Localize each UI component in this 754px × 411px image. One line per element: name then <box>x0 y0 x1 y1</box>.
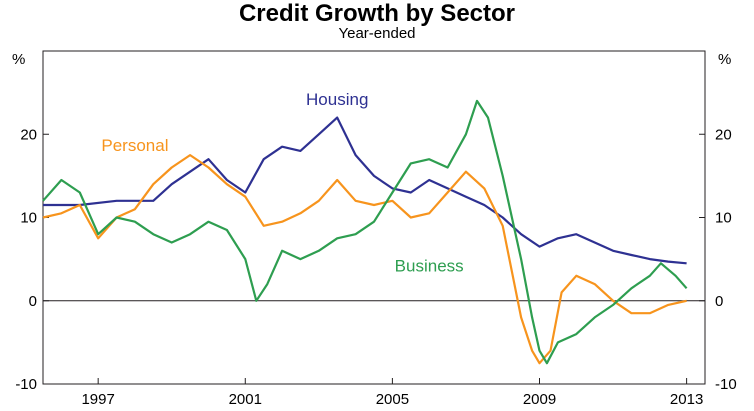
series-line-business <box>42 99 688 365</box>
y-tick-label-left: -10 <box>15 376 37 393</box>
y-tick-label-left: 0 <box>29 293 37 310</box>
y-tick-label-left: 20 <box>20 126 37 143</box>
y-tick-label-left: 10 <box>20 210 37 227</box>
series-lines <box>42 99 688 365</box>
y-tick-label-right: 10 <box>715 210 732 227</box>
series-line-housing <box>43 116 687 265</box>
series-label-housing: Housing <box>306 90 368 109</box>
x-tick-label: 2013 <box>670 391 703 408</box>
x-tick-label: 2001 <box>229 391 262 408</box>
series-line-personal <box>42 154 687 365</box>
series-label-personal: Personal <box>101 136 168 155</box>
x-tick-label: 2009 <box>523 391 556 408</box>
axis-ticks: -10 -10 0 0 10 10 20 20 1997 2001 2005 2009 2013 <box>15 126 736 408</box>
left-unit-label: % <box>12 51 25 68</box>
y-tick-label-right: 20 <box>715 126 732 143</box>
x-tick-label: 2005 <box>376 391 409 408</box>
y-tick-label-right: -10 <box>715 376 737 393</box>
series-labels: Housing Personal Business <box>101 90 463 275</box>
y-tick-label-right: 0 <box>715 293 723 310</box>
chart-title: Credit Growth by Sector <box>239 0 515 27</box>
plot-area-frame <box>42 50 706 385</box>
x-tick-label: 1997 <box>81 391 114 408</box>
series-label-business: Business <box>395 257 464 276</box>
right-unit-label: % <box>718 51 731 68</box>
chart-subtitle: Year-ended <box>338 25 415 42</box>
